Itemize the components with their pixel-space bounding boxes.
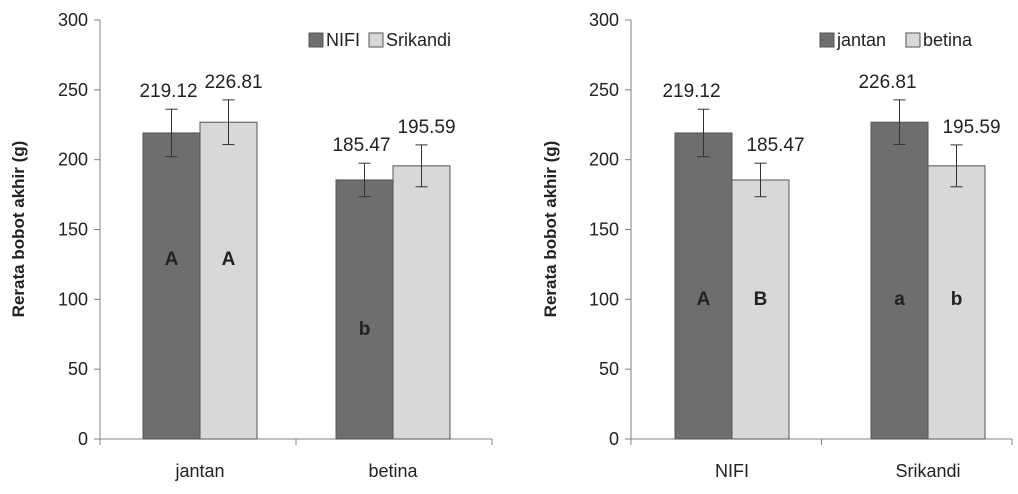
y-tick-label: 0 <box>609 429 619 449</box>
y-tick-label: 50 <box>68 359 88 379</box>
bar <box>674 132 733 440</box>
legend-swatch <box>905 32 921 48</box>
y-tick-label: 300 <box>58 10 88 30</box>
significance-letter: A <box>697 289 711 310</box>
x-tick-label: NIFI <box>715 461 749 481</box>
y-tick-label: 0 <box>78 429 88 449</box>
bar <box>335 179 394 440</box>
legend-swatch <box>308 32 324 48</box>
significance-letter: B <box>754 289 768 310</box>
data-label: 226.81 <box>858 72 916 93</box>
y-tick-label: 50 <box>599 359 619 379</box>
legend-label: Srikandi <box>386 30 451 50</box>
y-tick-label: 100 <box>58 289 88 309</box>
significance-letter: A <box>165 249 179 270</box>
significance-letter: b <box>951 289 963 310</box>
bar <box>142 132 201 440</box>
y-tick-label: 150 <box>58 220 88 240</box>
bar <box>199 121 258 440</box>
y-tick-label: 250 <box>58 80 88 100</box>
legend-label: jantan <box>836 30 886 50</box>
data-label: 185.47 <box>746 135 804 156</box>
data-label: 185.47 <box>332 135 390 156</box>
data-label: 195.59 <box>397 117 455 138</box>
y-tick-label: 300 <box>589 10 619 30</box>
bar <box>731 179 790 440</box>
significance-letter: b <box>359 319 371 340</box>
legend-label: NIFI <box>326 30 360 50</box>
y-axis-label: Rerata bobot akhir (g) <box>9 141 28 318</box>
x-tick-label: betina <box>368 461 418 481</box>
y-tick-label: 100 <box>589 289 619 309</box>
data-label: 226.81 <box>204 72 262 93</box>
data-label: 219.12 <box>139 81 197 102</box>
legend-label: betina <box>923 30 973 50</box>
x-tick-label: Srikandi <box>895 461 960 481</box>
legend-swatch <box>368 32 384 48</box>
y-tick-label: 150 <box>589 220 619 240</box>
y-tick-label: 200 <box>58 150 88 170</box>
x-tick-label: jantan <box>174 461 224 481</box>
bar <box>870 121 929 440</box>
data-label: 195.59 <box>942 117 1000 138</box>
y-tick-label: 200 <box>589 150 619 170</box>
significance-letter: a <box>894 289 905 310</box>
y-axis-label: Rerata bobot akhir (g) <box>541 141 560 318</box>
y-tick-label: 250 <box>589 80 619 100</box>
bar <box>392 165 451 440</box>
significance-letter: A <box>222 249 236 270</box>
data-label: 219.12 <box>662 81 720 102</box>
legend-swatch <box>819 32 835 48</box>
bar <box>927 165 986 440</box>
